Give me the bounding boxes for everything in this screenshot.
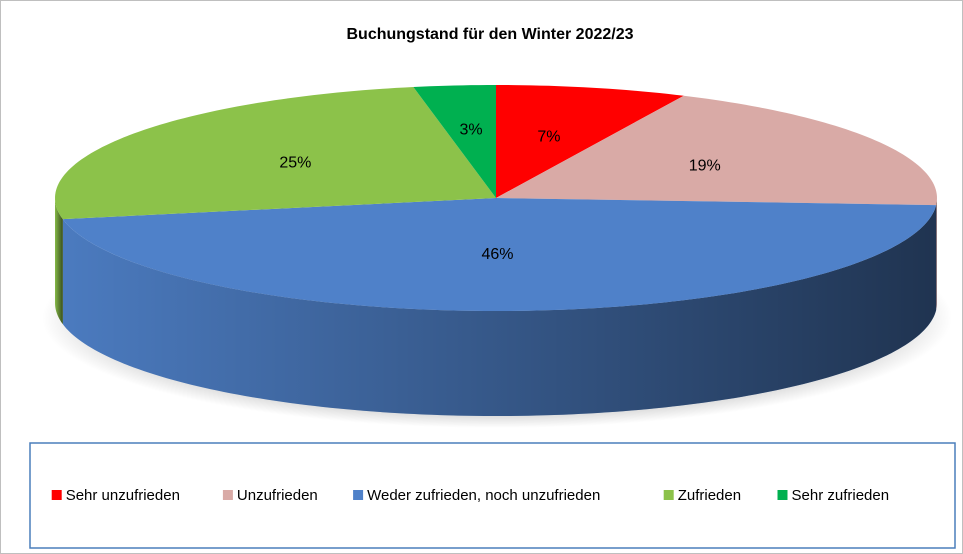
slice <box>413 85 496 198</box>
slice-side-shade <box>62 205 937 416</box>
legend-swatch <box>222 490 233 500</box>
legend-label: Zufrieden <box>678 487 741 504</box>
legend-swatch <box>51 490 62 500</box>
slice <box>496 95 937 206</box>
legend-swatch <box>663 490 674 500</box>
slice <box>496 85 684 198</box>
chart-title: Buchungstand für den Winter 2022/23 <box>346 26 633 43</box>
legend-label: Sehr zufrieden <box>792 487 890 504</box>
legend-swatch <box>353 490 364 500</box>
legend-swatch <box>777 490 788 500</box>
legend-label: Sehr unzufrieden <box>66 487 180 504</box>
data-label: 3% <box>460 122 483 139</box>
slice-side-shade <box>55 198 63 325</box>
slice-side-shade <box>936 198 937 311</box>
legend-label: Unzufrieden <box>237 487 318 504</box>
data-label: 19% <box>689 158 721 175</box>
slice <box>62 198 937 311</box>
legend-label: Weder zufrieden, noch unzufrieden <box>367 487 600 504</box>
data-label: 7% <box>537 129 560 146</box>
legend-box <box>29 442 956 549</box>
slice <box>55 87 497 220</box>
data-label: 25% <box>279 154 311 171</box>
data-label: 46% <box>482 246 514 263</box>
